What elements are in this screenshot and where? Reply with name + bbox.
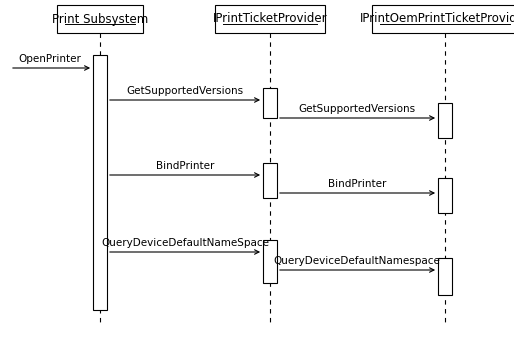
Text: Print Subsystem: Print Subsystem	[52, 13, 148, 25]
Bar	[438, 258, 452, 295]
Bar	[215, 5, 325, 33]
Text: OpenPrinter: OpenPrinter	[19, 54, 81, 64]
Bar	[438, 178, 452, 213]
Text: QueryDeviceDefaultNamespace: QueryDeviceDefaultNamespace	[273, 256, 440, 266]
Bar	[263, 88, 277, 118]
Text: IPrintTicketProvider: IPrintTicketProvider	[213, 13, 327, 25]
Bar	[263, 240, 277, 283]
Bar	[93, 55, 107, 310]
Text: QueryDeviceDefaultNameSpace: QueryDeviceDefaultNameSpace	[101, 238, 269, 248]
Text: BindPrinter: BindPrinter	[156, 161, 214, 171]
Text: BindPrinter: BindPrinter	[328, 179, 386, 189]
Bar	[263, 163, 277, 198]
Text: IPrintOemPrintTicketProvider: IPrintOemPrintTicketProvider	[360, 13, 514, 25]
Bar	[438, 103, 452, 138]
Text: GetSupportedVersions: GetSupportedVersions	[299, 104, 415, 114]
Text: GetSupportedVersions: GetSupportedVersions	[126, 86, 244, 96]
Bar	[372, 5, 514, 33]
Bar	[57, 5, 143, 33]
